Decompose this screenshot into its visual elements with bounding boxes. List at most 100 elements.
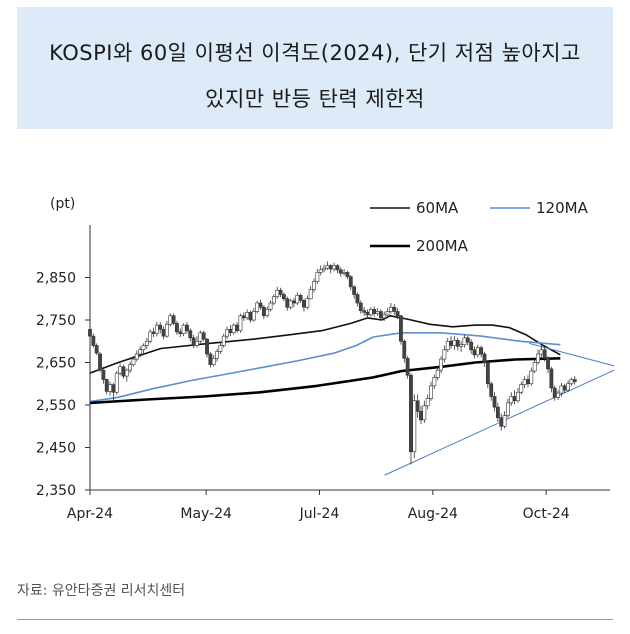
- candle-body: [529, 370, 534, 385]
- candle-body: [569, 379, 574, 385]
- candle-body: [372, 309, 377, 314]
- candle-body: [338, 269, 343, 274]
- candle-body: [195, 340, 199, 346]
- kospi-chart: (pt) 2,350 2,450 2,550 2,650 2,750 2,850 Apr-24…: [36, 196, 615, 522]
- candle-body: [308, 289, 313, 300]
- candle-body: [248, 312, 253, 321]
- candle-body: [368, 309, 373, 316]
- source-note: 자료: 유안타증권 리서치센터: [17, 583, 186, 599]
- candle-body: [231, 324, 236, 334]
- candle-body: [342, 272, 346, 274]
- series-line-120ma: [89, 332, 561, 403]
- candle-body: [241, 315, 246, 319]
- y-tick-label: 2,650: [36, 356, 76, 372]
- candle-body: [422, 405, 427, 421]
- candle-body: [221, 335, 226, 346]
- candle-body: [275, 289, 280, 297]
- candle-body: [452, 340, 457, 346]
- candle-body: [325, 265, 330, 269]
- candle-body: [128, 364, 133, 371]
- candle-body: [131, 358, 136, 365]
- candle-body: [475, 347, 480, 356]
- candle-body: [382, 314, 387, 319]
- candle-body: [218, 345, 223, 352]
- legend-label: 200MA: [416, 237, 469, 255]
- candle-body: [572, 379, 577, 382]
- candle-body: [522, 379, 527, 385]
- y-tick-label: 2,450: [36, 441, 76, 457]
- candle-body: [435, 369, 440, 378]
- candle-body: [355, 294, 360, 304]
- candle-body: [425, 398, 430, 407]
- candle-body: [495, 406, 500, 419]
- candle-body: [365, 312, 370, 316]
- candle-body: [546, 357, 550, 370]
- candle-body: [271, 296, 276, 304]
- candle-body: [268, 302, 273, 310]
- candle-body: [278, 289, 283, 295]
- chart-candles: [88, 261, 577, 465]
- candle-body: [302, 300, 306, 308]
- candle-body: [312, 281, 316, 290]
- candle-body: [121, 366, 126, 377]
- candle-body: [225, 329, 229, 337]
- chart-axes: (pt) 2,350 2,450 2,550 2,650 2,750 2,850 Apr-24…: [36, 196, 610, 522]
- candle-body: [211, 357, 216, 365]
- candle-body: [562, 385, 567, 391]
- chart-series: [89, 315, 615, 476]
- candle-body: [188, 330, 193, 339]
- candle-body: [238, 315, 243, 331]
- candle-body: [151, 331, 156, 334]
- x-tick-label: Apr-24: [67, 506, 113, 522]
- candle-body: [429, 385, 433, 399]
- candle-body: [168, 315, 173, 325]
- candle-body: [479, 347, 484, 355]
- candle-body: [164, 323, 169, 337]
- candle-body: [532, 362, 537, 372]
- candle-body: [171, 315, 176, 324]
- legend-label: 60MA: [416, 199, 459, 217]
- candle-body: [519, 384, 524, 393]
- candle-body: [445, 340, 450, 351]
- candle-body: [385, 311, 390, 316]
- candle-body: [415, 400, 420, 412]
- candle-body: [516, 391, 520, 402]
- candle-body: [98, 353, 102, 371]
- candle-body: [455, 340, 460, 347]
- candle-body: [465, 337, 470, 343]
- candle-body: [205, 338, 209, 355]
- candle-body: [345, 272, 350, 277]
- candle-body: [489, 383, 494, 397]
- candle-body: [332, 265, 336, 270]
- candle-body: [492, 396, 497, 408]
- candle-body: [549, 368, 554, 389]
- candle-body: [352, 286, 357, 295]
- candle-body: [201, 332, 206, 340]
- candle-body: [315, 272, 320, 283]
- candle-body: [101, 369, 106, 380]
- candle-body: [235, 324, 240, 331]
- series-line-upper_support: [89, 317, 382, 374]
- candle-body: [198, 332, 203, 342]
- candle-body: [144, 340, 149, 346]
- candle-body: [175, 323, 179, 333]
- candle-body: [506, 402, 510, 416]
- candle-body: [261, 306, 266, 317]
- series-line-200ma: [89, 357, 561, 405]
- candle-body: [462, 337, 467, 345]
- candle-body: [419, 411, 423, 421]
- x-tick-label: May-24: [180, 506, 232, 522]
- candle-body: [566, 383, 570, 391]
- candle-body: [185, 324, 189, 331]
- candle-body: [161, 329, 166, 337]
- candle-body: [141, 345, 146, 351]
- candle-body: [124, 369, 129, 377]
- candle-body: [362, 310, 367, 313]
- chart-legend: 60MA 120MA 200MA: [370, 199, 589, 255]
- candle-body: [399, 315, 403, 342]
- candle-body: [395, 311, 400, 317]
- candle-body: [108, 384, 112, 392]
- candle-body: [472, 349, 477, 356]
- candle-body: [432, 377, 437, 387]
- trendline-1: [529, 342, 615, 367]
